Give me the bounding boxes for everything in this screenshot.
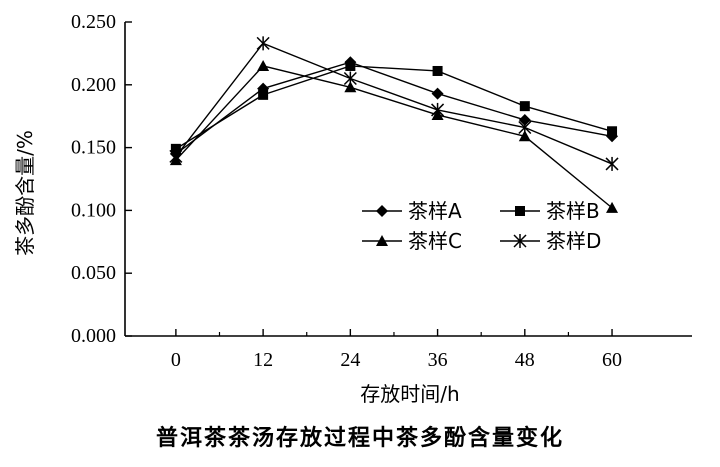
data-point [605, 156, 619, 171]
data-point [606, 201, 619, 213]
legend-label: 茶样D [546, 229, 601, 253]
data-point [432, 65, 443, 76]
data-point [343, 71, 357, 86]
data-point [345, 60, 356, 71]
data-point [170, 143, 181, 154]
axes: 0.000 0.050 0.100 0.150 0.200 0.250 0 12 24 36 48 6… [71, 11, 692, 371]
data-point [431, 102, 445, 117]
legend-label: 茶样A [408, 199, 462, 223]
legend-marker [513, 234, 527, 248]
x-tick-label: 24 [340, 349, 360, 371]
series-3 [169, 59, 619, 213]
data-point [519, 101, 530, 112]
x-tick-label: 0 [171, 349, 181, 371]
legend-label: 茶样C [408, 229, 462, 253]
y-tick-label: 0.150 [71, 137, 116, 159]
series-4 [169, 36, 619, 171]
series-1 [169, 56, 619, 160]
data-point [518, 113, 531, 126]
legend-item: 茶样A [362, 199, 462, 223]
y-tick-label: 0.050 [71, 262, 116, 284]
x-tick-label: 48 [515, 349, 535, 371]
y-tick-label: 0.000 [71, 325, 116, 347]
x-tick-label: 12 [253, 349, 273, 371]
legend-marker [515, 206, 525, 216]
y-tick-label: 0.250 [71, 11, 116, 33]
series-layer [169, 36, 619, 213]
data-point [258, 89, 269, 100]
data-point [518, 130, 531, 142]
x-tick-label: 36 [428, 349, 448, 371]
legend-item: 茶样B [500, 199, 600, 223]
legend-item: 茶样C [362, 229, 462, 253]
figure-caption: 普洱茶茶汤存放过程中茶多酚含量变化 [155, 426, 564, 451]
legend: 茶样A 茶样B 茶样C 茶样D [362, 199, 601, 253]
data-point [518, 120, 532, 135]
x-tick-label: 60 [602, 349, 622, 371]
series-line [175, 61, 613, 155]
legend-marker [376, 205, 388, 217]
y-tick-label: 0.100 [71, 199, 116, 221]
series-line [175, 65, 613, 150]
legend-marker [376, 235, 388, 246]
data-point [256, 36, 270, 51]
series-line [175, 65, 613, 209]
y-tick-label: 0.200 [71, 74, 116, 96]
data-point [169, 149, 183, 164]
x-axis-label: 存放时间/h [360, 382, 459, 406]
legend-item: 茶样D [500, 229, 601, 253]
data-point [257, 59, 270, 71]
data-point [344, 81, 357, 93]
y-axis-label: 茶多酚含量/% [13, 130, 37, 256]
data-point [607, 126, 618, 137]
series-2 [170, 60, 618, 154]
legend-label: 茶样B [546, 199, 600, 223]
data-point [431, 87, 444, 100]
series-line [175, 42, 613, 165]
